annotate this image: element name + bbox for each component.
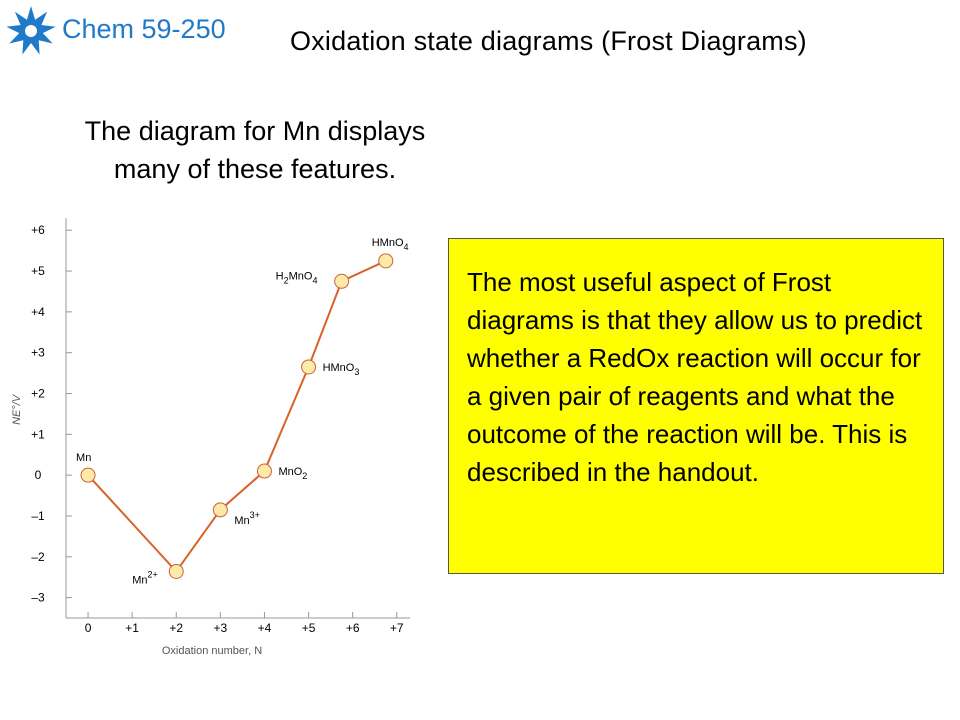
- data-label-mn3plus: Mn3+: [234, 510, 260, 527]
- intro-text: The diagram for Mn displays many of thes…: [40, 112, 470, 188]
- data-point-mn3plus: [212, 502, 228, 518]
- data-point-hmno4: [378, 253, 394, 269]
- y-tick-label: +6: [31, 223, 45, 237]
- intro-line-1: The diagram for Mn displays: [84, 116, 426, 146]
- frost-diagram-chart: +6 +5 +4 +3 +2 +1 0 –1 –2 –3 0 +1 +2 +3 +4 +5 +6 +7 Oxidat…: [11, 218, 410, 657]
- data-point-hmno3: [301, 359, 317, 375]
- data-point-mn2plus: [168, 563, 184, 579]
- data-point-mn: [80, 467, 96, 483]
- x-tick-label: +4: [258, 621, 272, 635]
- course-code: Chem 59-250: [62, 14, 226, 44]
- y-tick-label: –1: [31, 509, 45, 523]
- data-label-h2mno4: H2MnO4: [276, 270, 318, 285]
- data-label-hmno4: HMnO4: [372, 237, 409, 252]
- y-tick-label: +4: [31, 305, 45, 319]
- callout-text: The most useful aspect of Frost diagrams…: [467, 267, 923, 487]
- data-point-h2mno4: [334, 273, 350, 289]
- data-label-mn: Mn: [76, 452, 91, 464]
- callout-box: The most useful aspect of Frost diagrams…: [448, 238, 944, 574]
- y-tick-label: –3: [31, 591, 45, 605]
- data-label-hmno3: HMnO3: [323, 362, 360, 377]
- logo-icon: [6, 6, 56, 55]
- slide-title: Oxidation state diagrams (Frost Diagrams…: [290, 26, 807, 56]
- x-tick-label: +6: [346, 621, 360, 635]
- x-tick-label: +1: [125, 621, 139, 635]
- x-tick-label: +2: [169, 621, 183, 635]
- y-tick-label: +1: [31, 427, 45, 441]
- y-tick-label: +3: [31, 346, 45, 360]
- x-tick-label: 0: [85, 621, 92, 635]
- x-axis-label: Oxidation number, N: [162, 645, 262, 657]
- y-tick-label: +2: [31, 387, 45, 401]
- intro-line-2: many of these features.: [113, 154, 397, 184]
- y-tick-label: 0: [35, 468, 42, 482]
- x-tick-label: +5: [302, 621, 316, 635]
- y-axis-label: NE°/V: [11, 393, 23, 425]
- data-label-mno2: MnO2: [278, 466, 307, 481]
- x-tick-label: +7: [390, 621, 404, 635]
- y-tick-label: +5: [31, 264, 45, 278]
- data-point-mno2: [256, 463, 272, 479]
- y-tick-label: –2: [31, 550, 45, 564]
- x-tick-label: +3: [214, 621, 228, 635]
- data-label-mn2plus: Mn2+: [132, 569, 158, 586]
